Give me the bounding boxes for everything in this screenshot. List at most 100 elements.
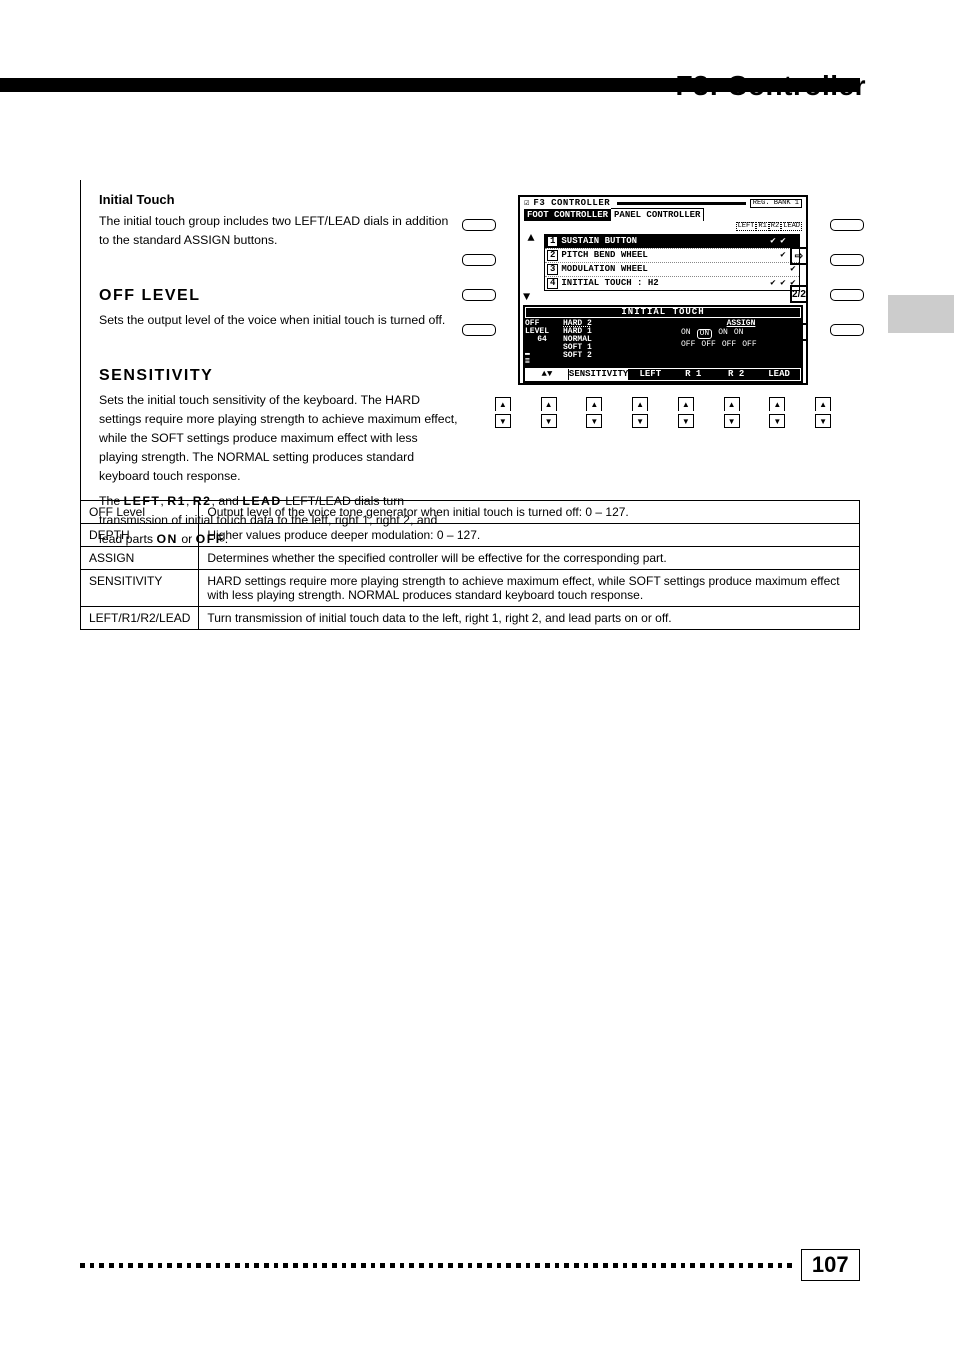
sensitivity-option[interactable]: SOFT 2 <box>563 352 677 360</box>
footer-dot <box>90 1263 95 1268</box>
up-button[interactable]: ▲ <box>541 397 557 411</box>
next-page-icon[interactable]: ⇨ <box>790 247 808 265</box>
col-head: LEAD <box>781 222 802 231</box>
assign-value[interactable]: OFF <box>681 341 695 349</box>
soft-button[interactable] <box>462 324 496 336</box>
lcd-bottom-label: LEFT <box>629 369 671 380</box>
off-level-value: 64 <box>525 336 559 344</box>
footer-dot <box>593 1263 598 1268</box>
assign-value[interactable]: ON <box>681 329 691 339</box>
down-button[interactable]: ▼ <box>724 414 740 428</box>
footer-dot <box>506 1263 511 1268</box>
lcd-list-row[interactable]: 3MODULATION WHEEL ✔ <box>545 262 799 276</box>
footer-dot <box>274 1263 279 1268</box>
footer-dot <box>768 1263 773 1268</box>
footer-dot <box>438 1263 443 1268</box>
footer-dot <box>487 1263 492 1268</box>
up-button[interactable]: ▲ <box>586 397 602 411</box>
up-button[interactable]: ▲ <box>678 397 694 411</box>
lcd-bottom-label: R 1 <box>672 369 714 380</box>
down-button[interactable]: ▼ <box>632 414 648 428</box>
param-desc: Determines whether the specified control… <box>199 547 860 570</box>
footer-dot <box>177 1263 182 1268</box>
soft-button[interactable] <box>830 324 864 336</box>
soft-button[interactable] <box>830 289 864 301</box>
up-down-pair: ▲▼ <box>495 397 511 428</box>
col-head: LEFT <box>736 222 757 231</box>
tab-panel-controller[interactable]: PANEL CONTROLLER <box>611 208 704 221</box>
up-button[interactable]: ▲ <box>815 397 831 411</box>
footer-dot <box>409 1263 414 1268</box>
lcd-bottom-label: ▲▼ <box>526 369 568 380</box>
return-icon[interactable]: ↩ <box>790 323 808 341</box>
footer-dot <box>739 1263 744 1268</box>
up-button[interactable]: ▲ <box>769 397 785 411</box>
lcd-list-row[interactable]: 4INITIAL TOUCH : H2 ✔✔✔ <box>545 276 799 290</box>
soft-button[interactable] <box>462 289 496 301</box>
soft-button[interactable] <box>830 254 864 266</box>
param-desc: HARD settings require more playing stren… <box>199 570 860 607</box>
page-title: F3: Controller <box>675 70 866 102</box>
intro-paragraph: The initial touch group includes two LEF… <box>99 212 458 250</box>
assign-value[interactable]: ON <box>734 329 744 339</box>
up-button[interactable]: ▲ <box>724 397 740 411</box>
footer-dot <box>293 1263 298 1268</box>
up-arrow-icon[interactable]: ▲ <box>523 232 539 291</box>
sensitivity-heading: SENSITIVITY <box>99 364 458 389</box>
footer-dot <box>516 1263 521 1268</box>
off-level-heading: OFF LEVEL <box>99 284 458 309</box>
footer-dot <box>254 1263 259 1268</box>
footer-dot <box>264 1263 269 1268</box>
footer-dot <box>468 1263 473 1268</box>
footer-dot <box>313 1263 318 1268</box>
assign-value[interactable]: OFF <box>722 341 736 349</box>
down-button[interactable]: ▼ <box>678 414 694 428</box>
footer-dot <box>283 1263 288 1268</box>
up-button[interactable]: ▲ <box>495 397 511 411</box>
up-down-pair: ▲▼ <box>815 397 831 428</box>
param-name: ASSIGN <box>81 547 199 570</box>
parameter-table: OFF LevelOutput level of the voice tone … <box>80 500 860 630</box>
down-button[interactable]: ▼ <box>815 414 831 428</box>
footer-dot <box>671 1263 676 1268</box>
up-button[interactable]: ▲ <box>632 397 648 411</box>
down-button[interactable]: ▼ <box>769 414 785 428</box>
footer-dot <box>564 1263 569 1268</box>
tab-foot-controller[interactable]: FOOT CONTROLLER <box>524 209 611 221</box>
soft-button[interactable] <box>462 254 496 266</box>
soft-button[interactable] <box>830 219 864 231</box>
up-down-pair: ▲▼ <box>541 397 557 428</box>
down-button[interactable]: ▼ <box>541 414 557 428</box>
footer-dot <box>332 1263 337 1268</box>
footer-dot <box>187 1263 192 1268</box>
section-tab <box>888 295 954 333</box>
assign-value[interactable]: ON <box>697 329 713 339</box>
lcd-list-row[interactable]: 2PITCH BEND WHEEL ✔ <box>545 248 799 262</box>
param-name: LEFT/R1/R2/LEAD <box>81 607 199 630</box>
footer-dot <box>458 1263 463 1268</box>
footer-dot <box>748 1263 753 1268</box>
footer-dot <box>138 1263 143 1268</box>
assign-value[interactable]: OFF <box>701 341 715 349</box>
footer-dot <box>690 1263 695 1268</box>
lcd-detail-title: INITIAL TOUCH <box>525 307 801 318</box>
lcd-list-row[interactable]: 1SUSTAIN BUTTON ✔✔ <box>545 235 799 248</box>
soft-button[interactable] <box>462 219 496 231</box>
assign-value[interactable]: ON <box>718 329 728 339</box>
assign-value[interactable]: OFF <box>742 341 756 349</box>
param-desc: Turn transmission of initial touch data … <box>199 607 860 630</box>
footer-dot <box>206 1263 211 1268</box>
param-name: DEPTH <box>81 524 199 547</box>
footer-dot <box>497 1263 502 1268</box>
footer-dot <box>158 1263 163 1268</box>
lcd-screen: ☑ F3 CONTROLLER REG. BANK 1 FOOT CONTROL… <box>518 195 808 385</box>
down-button[interactable]: ▼ <box>495 414 511 428</box>
footer-dot <box>778 1263 783 1268</box>
param-desc: Output level of the voice tone generator… <box>199 501 860 524</box>
down-arrow-icon[interactable]: ▼ <box>523 290 530 304</box>
down-button[interactable]: ▼ <box>586 414 602 428</box>
lcd-bottom-label: LEAD <box>758 369 800 380</box>
footer-dot <box>361 1263 366 1268</box>
footer-dot <box>719 1263 724 1268</box>
footer-dot <box>216 1263 221 1268</box>
